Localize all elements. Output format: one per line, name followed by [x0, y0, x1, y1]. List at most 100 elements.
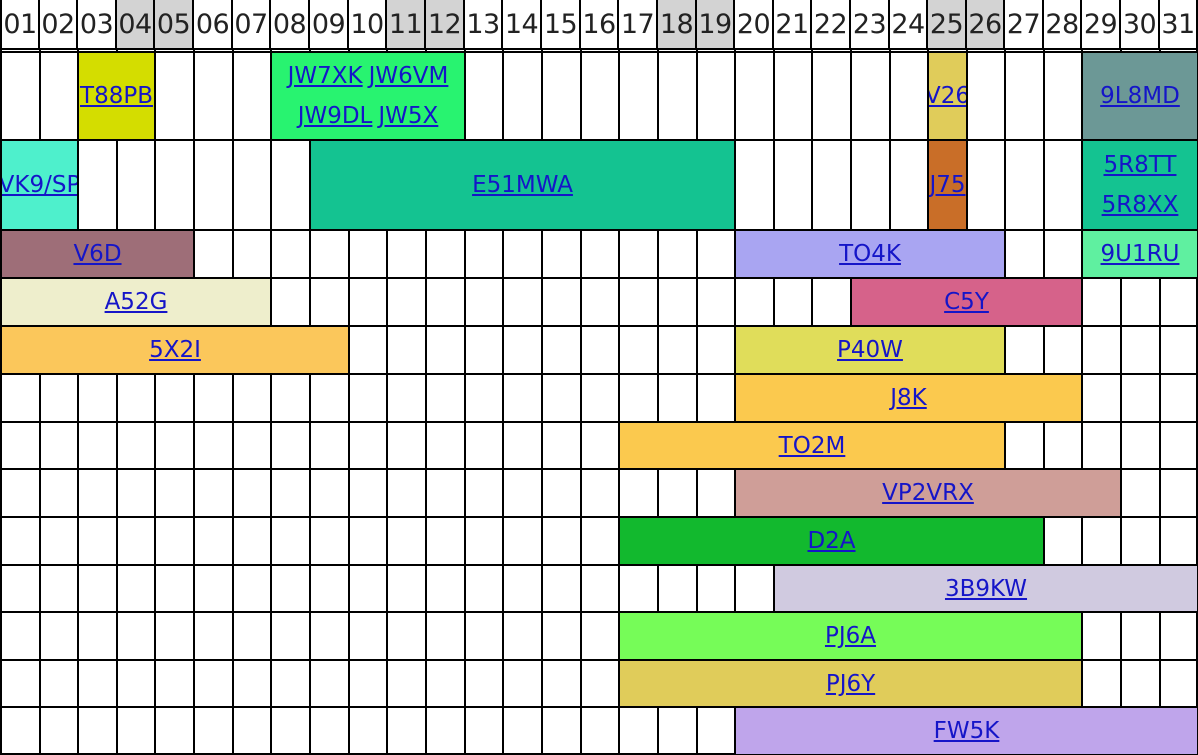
callsign-link[interactable]: TO2M — [778, 432, 846, 459]
grid-vline — [657, 50, 659, 755]
callsign-link[interactable]: J8K — [890, 385, 927, 411]
day-header-18: 18 — [658, 0, 697, 50]
callsign-link[interactable]: JW9DL — [297, 103, 373, 129]
day-header-23: 23 — [851, 0, 890, 50]
callsign-link[interactable]: J75 — [929, 172, 966, 198]
callsign-link[interactable]: VK9/SP — [2, 172, 77, 198]
grid-vline — [1081, 50, 1083, 755]
day-header-14: 14 — [503, 0, 542, 50]
callsign-link[interactable]: JW7XK — [287, 63, 363, 89]
grid-hline — [0, 373, 1198, 375]
grid-hline — [0, 229, 1198, 231]
callsign-link[interactable]: E51MWA — [472, 172, 573, 198]
event-line: C5Y — [944, 282, 989, 322]
callsign-link[interactable]: 5R8XX — [1101, 192, 1179, 218]
callsign-link[interactable]: C5Y — [944, 289, 989, 315]
day-header-09: 09 — [310, 0, 349, 50]
grid-hline — [0, 51, 1198, 53]
day-header-04: 04 — [117, 0, 155, 50]
event-line: J8K — [890, 378, 927, 418]
grid-vline — [116, 50, 118, 755]
day-header-03: 03 — [78, 0, 117, 50]
day-header-25: 25 — [928, 0, 967, 50]
event-bar: C5Y — [852, 279, 1081, 325]
grid-hline — [0, 325, 1198, 327]
event-bar: TO4K — [736, 231, 1004, 277]
event-line: J75 — [929, 165, 965, 205]
day-header-15: 15 — [542, 0, 581, 50]
day-header-06: 06 — [194, 0, 233, 50]
event-bar: TO2M — [620, 423, 1004, 468]
callsign-link[interactable]: TO4K — [839, 241, 901, 267]
callsign-link[interactable]: JW6VM — [368, 63, 449, 89]
day-header-08: 08 — [271, 0, 310, 50]
event-line: PJ6A — [825, 616, 876, 656]
event-line: 9L8MD — [1100, 76, 1180, 116]
day-header-02: 02 — [40, 0, 78, 50]
callsign-link[interactable]: T88PB — [80, 83, 153, 109]
event-line: V6D — [73, 234, 121, 274]
event-line: 5X2I — [149, 330, 201, 370]
callsign-link[interactable]: VP2VRX — [882, 480, 974, 506]
event-bar: V26 — [929, 53, 966, 139]
grid-hline — [0, 139, 1198, 141]
event-bar: J75 — [929, 141, 966, 229]
event-bar: PJ6Y — [620, 661, 1081, 706]
grid-vline — [348, 50, 350, 755]
event-line: JW7XK JW6VM — [288, 56, 449, 96]
grid-vline — [77, 50, 79, 755]
callsign-link[interactable]: JW5X — [378, 103, 439, 129]
grid-vline — [502, 50, 504, 755]
day-header-28: 28 — [1044, 0, 1082, 50]
callsign-link[interactable]: PJ6A — [824, 623, 877, 649]
event-bar: 9U1RU — [1083, 231, 1197, 277]
callsign-link[interactable]: 3B9KW — [944, 575, 1028, 602]
day-header-11: 11 — [387, 0, 426, 50]
day-header-12: 12 — [426, 0, 465, 50]
callsign-link[interactable]: FW5K — [933, 718, 1000, 744]
grid-vline — [618, 50, 620, 755]
day-header-19: 19 — [697, 0, 735, 50]
event-line: 9U1RU — [1101, 234, 1180, 274]
grid-vline — [309, 50, 311, 755]
callsign-link[interactable]: A52G — [104, 289, 168, 315]
grid-vline — [39, 50, 41, 755]
callsign-link[interactable]: D2A — [807, 528, 856, 554]
event-bar: 5R8TT 5R8XX — [1083, 141, 1197, 229]
callsign-link[interactable]: V26 — [929, 83, 966, 109]
event-line: A52G — [105, 282, 168, 322]
event-bar: JW7XK JW6VM JW9DL JW5X — [272, 53, 464, 139]
callsign-link[interactable]: P40W — [837, 337, 903, 363]
day-header-10: 10 — [349, 0, 387, 50]
grid-vline — [154, 50, 156, 755]
grid-hline — [0, 659, 1198, 661]
grid-hline — [0, 753, 1198, 755]
grid-hline — [0, 516, 1198, 518]
day-header-13: 13 — [465, 0, 503, 50]
day-header-20: 20 — [735, 0, 774, 50]
grid-vline — [696, 50, 698, 755]
callsign-link[interactable]: 9U1RU — [1100, 241, 1180, 267]
grid-hline — [0, 611, 1198, 613]
callsign-link[interactable]: 5R8TT — [1103, 152, 1177, 178]
event-line: PJ6Y — [826, 664, 875, 704]
day-header-21: 21 — [774, 0, 812, 50]
day-header-24: 24 — [890, 0, 928, 50]
grid-hline — [0, 421, 1198, 423]
callsign-link[interactable]: PJ6Y — [825, 670, 876, 697]
callsign-link[interactable]: V6D — [73, 241, 122, 267]
grid-hline — [0, 277, 1198, 279]
event-line: TO4K — [839, 234, 901, 274]
event-line: JW9DL JW5X — [298, 96, 439, 136]
event-line: VP2VRX — [882, 473, 974, 513]
grid-vline — [1196, 50, 1198, 755]
event-line: 5R8TT — [1104, 145, 1177, 185]
event-bar: 9L8MD — [1083, 53, 1197, 139]
callsign-link[interactable]: 9L8MD — [1100, 83, 1180, 109]
grid-vline — [270, 50, 272, 755]
day-header-30: 30 — [1121, 0, 1160, 50]
event-line: FW5K — [934, 711, 1000, 751]
event-bar: 5X2I — [2, 327, 348, 373]
callsign-link[interactable]: 5X2I — [149, 337, 201, 363]
